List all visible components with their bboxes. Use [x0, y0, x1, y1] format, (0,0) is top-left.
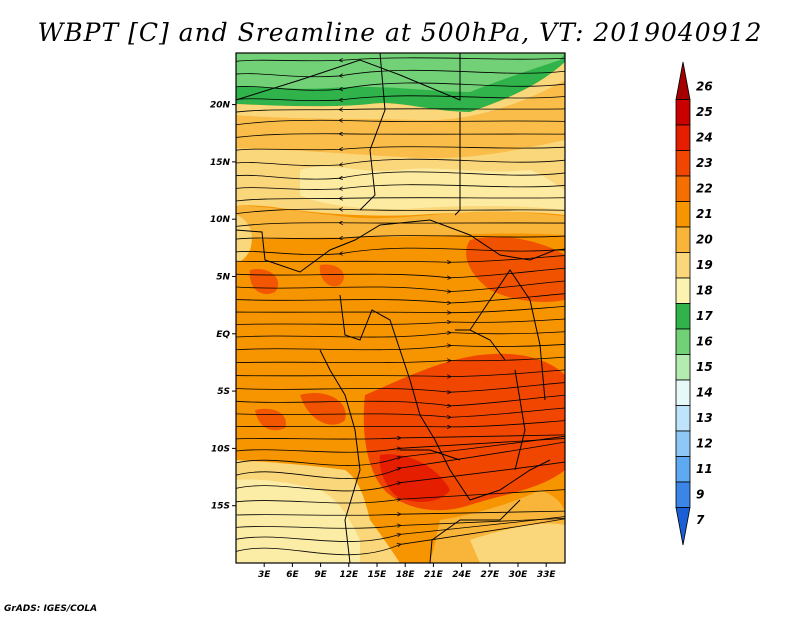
colorbar-label: 23	[696, 156, 713, 170]
colorbar-label: 26	[696, 80, 713, 94]
lon-tick-label: 33E	[537, 570, 557, 580]
colorbar-label: 7	[696, 513, 705, 527]
streamline	[236, 293, 565, 303]
streamline	[236, 171, 565, 179]
streamline	[236, 518, 565, 556]
streamline	[236, 158, 565, 166]
streamline	[236, 255, 565, 262]
streamline	[236, 247, 565, 255]
streamlines	[236, 57, 565, 556]
colorbar-segment	[675, 328, 691, 355]
lon-tick-label: 21E	[424, 570, 444, 580]
colorbar-label: 18	[696, 284, 713, 298]
lat-tick-label: EQ	[216, 330, 230, 340]
colorbar-segment	[675, 354, 691, 381]
streamline	[236, 223, 565, 227]
streamline	[236, 57, 565, 62]
streamline	[236, 306, 565, 313]
streamline	[236, 395, 565, 406]
streamline	[236, 82, 565, 90]
streamline	[236, 489, 565, 504]
lat-tick-label: 15S	[211, 502, 230, 512]
colorbar-segment	[675, 303, 691, 330]
colorbar-label: 24	[696, 131, 713, 145]
lon-tick-label: 6E	[286, 570, 299, 580]
colorbar-segment	[675, 456, 691, 483]
lon-tick-label: 9E	[314, 570, 327, 580]
lon-tick-label: 27E	[480, 570, 500, 580]
colorbar-segment	[675, 150, 691, 177]
streamline	[236, 331, 565, 338]
lon-tick-label: 15E	[368, 570, 388, 580]
lat-tick-label: 5N	[216, 272, 230, 282]
lon-tick-label: 12E	[339, 570, 359, 580]
colorbar-label: 12	[696, 437, 713, 451]
colorbar-label: 16	[696, 335, 713, 349]
streamline	[236, 120, 565, 125]
colorbar-label: 19	[696, 258, 713, 272]
colorbar-segment	[675, 507, 691, 546]
lat-tick-label: 15N	[210, 158, 231, 168]
colorbar-segment	[675, 379, 691, 406]
streamline	[236, 235, 565, 240]
streamline	[236, 209, 565, 214]
colorbar-label: 15	[696, 360, 713, 374]
colorbar-label: 17	[696, 309, 713, 323]
lat-tick-label: 10N	[210, 215, 231, 225]
streamline	[236, 198, 565, 202]
map-frame	[235, 52, 566, 564]
colorbar-label: 13	[696, 411, 713, 425]
colorbar-label: 22	[696, 182, 713, 196]
streamline	[236, 134, 565, 138]
streamline	[236, 268, 565, 278]
streamline	[236, 319, 565, 325]
colorbar-label: 21	[696, 207, 713, 221]
colorbar-label: 11	[696, 462, 713, 476]
lat-tick-label: 10S	[211, 444, 230, 454]
streamline	[236, 109, 565, 113]
map-title: WBPT [C] and Sreamline at 500hPa, VT: 20…	[37, 18, 763, 47]
colorbar-segment	[675, 430, 691, 457]
streamline	[236, 95, 565, 101]
streamline	[236, 69, 565, 76]
grads-credit: GrADS: IGES/COLA	[4, 604, 98, 614]
streamline	[236, 370, 565, 377]
lat-tick-label: 5S	[217, 387, 230, 397]
lon-tick-label: 3E	[258, 570, 271, 580]
lon-tick-label: 18E	[396, 570, 416, 580]
colorbar-label: 25	[696, 105, 713, 119]
streamline	[236, 461, 565, 492]
colorbar-segment	[675, 99, 691, 126]
streamline	[236, 382, 565, 392]
colorbar-label: 9	[696, 488, 704, 502]
streamline	[236, 146, 565, 151]
colorbar-segment	[675, 481, 691, 508]
streamline	[236, 184, 565, 190]
streamline	[236, 357, 565, 364]
colorbar-segment	[675, 252, 691, 279]
colorbar-segment	[675, 201, 691, 228]
colorbar-segment	[675, 277, 691, 304]
streamline	[236, 408, 565, 418]
colorbar: 26 25 24 23 22 21 20 19 18 17 16 15 14 13 12 11 9 7	[675, 61, 713, 546]
streamline	[236, 281, 565, 292]
colorbar-segment	[675, 405, 691, 432]
streamline	[236, 344, 565, 351]
colorbar-label: 14	[696, 386, 713, 400]
colorbar-segment	[675, 124, 691, 151]
streamline	[236, 420, 565, 427]
colorbar-label: 20	[696, 233, 713, 247]
colorbar-segment	[675, 61, 691, 100]
colorbar-segment	[675, 226, 691, 253]
lon-tick-label: 24E	[452, 570, 472, 580]
colorbar-segment	[675, 175, 691, 202]
lat-tick-label: 20N	[210, 101, 231, 111]
country-borders	[236, 53, 565, 563]
latitude-axis: 20N 15N 10N 5N EQ 5S 10S 15S	[210, 101, 236, 512]
lon-tick-label: 30E	[509, 570, 529, 580]
longitude-axis: 3E 6E 9E 12E 15E 18E 21E 24E 27E 30E 33E	[258, 563, 556, 580]
